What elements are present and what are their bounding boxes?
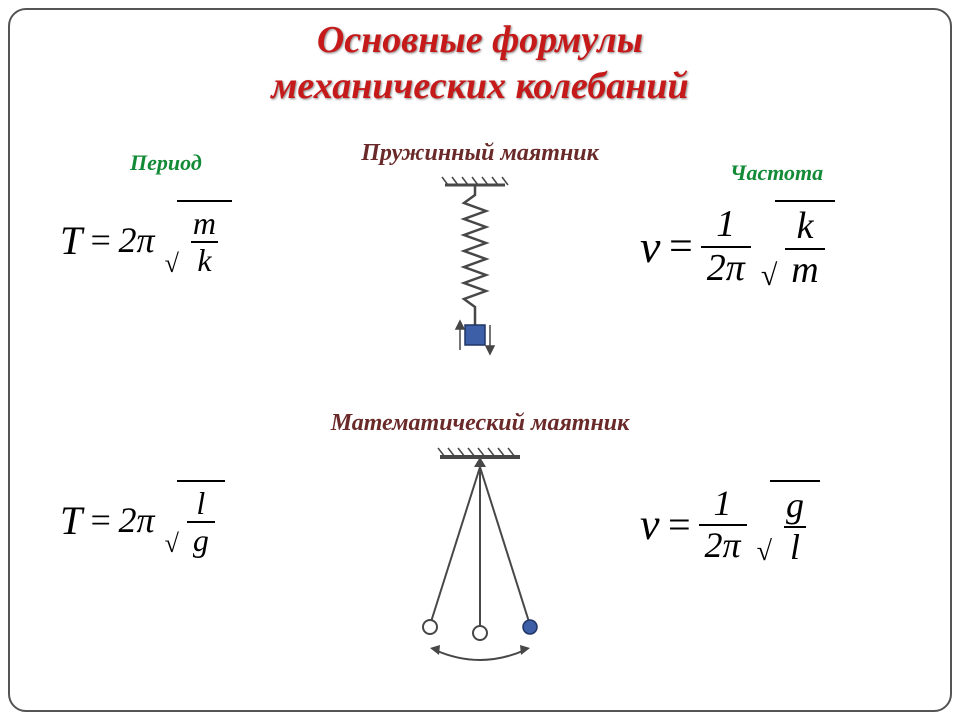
math-section-label: Математический маятник — [0, 410, 960, 437]
two-pi: 2π — [701, 246, 751, 290]
equals: = — [666, 501, 693, 548]
sf-den: m — [785, 248, 824, 292]
var-nu: ν — [640, 220, 660, 273]
spring-freq-formula: ν = 1 2π √ k m — [640, 200, 835, 294]
mf-num: g — [780, 486, 810, 526]
one: 1 — [710, 204, 741, 246]
var-T: T — [60, 217, 82, 264]
mf-den: l — [784, 526, 806, 568]
sqrt-icon: √ l g — [165, 480, 225, 560]
sqrt-icon: √ m k — [165, 200, 232, 280]
equals: = — [88, 499, 112, 541]
one: 1 — [708, 484, 738, 524]
equals: = — [88, 219, 112, 261]
math-period-formula: T = 2π √ l g — [60, 480, 225, 560]
spring-period-formula: T = 2π √ m k — [60, 200, 232, 280]
sp-den: k — [191, 241, 217, 278]
spring-section-label: Пружинный маятник — [0, 140, 960, 167]
two-pi: 2π — [699, 524, 747, 566]
two-pi: 2π — [119, 499, 155, 541]
sqrt-icon: √ k m — [761, 200, 835, 294]
spring-pendulum-diagram — [430, 175, 520, 380]
mp-num: l — [190, 486, 211, 521]
sp-num: m — [187, 206, 222, 241]
mp-den: g — [187, 521, 215, 558]
math-freq-formula: ν = 1 2π √ g l — [640, 480, 820, 569]
math-pendulum-diagram — [390, 445, 570, 680]
sqrt-icon: √ g l — [757, 480, 820, 569]
sf-num: k — [791, 206, 820, 248]
two-pi: 2π — [119, 219, 155, 261]
var-T: T — [60, 497, 82, 544]
equals: = — [666, 223, 694, 271]
var-nu: ν — [640, 499, 660, 550]
